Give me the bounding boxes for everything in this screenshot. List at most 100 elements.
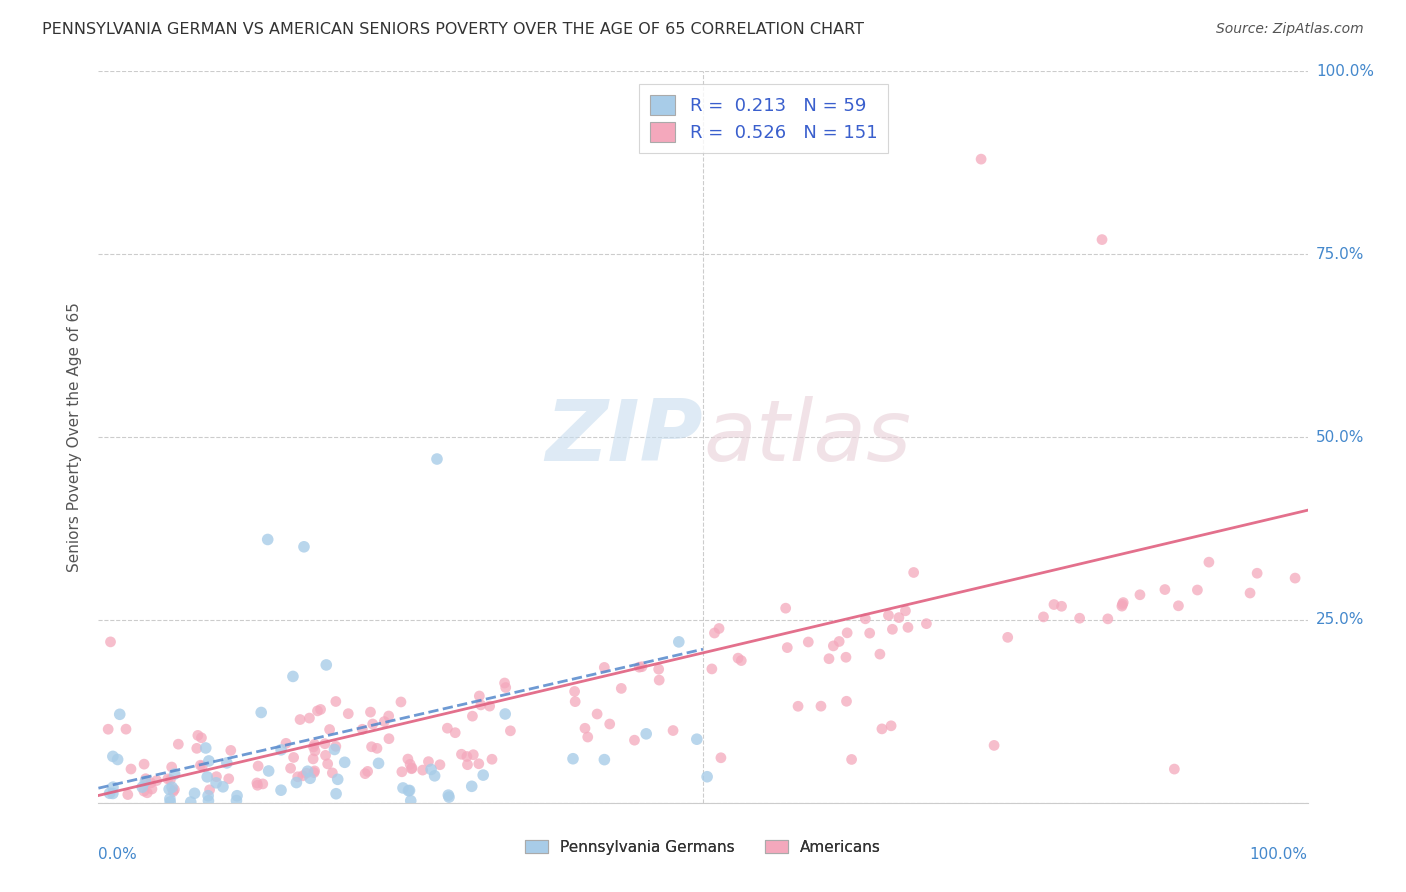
Point	[903, 566, 925, 580]
Point	[470, 698, 492, 712]
Point	[226, 789, 249, 803]
Point	[281, 669, 304, 683]
Point	[481, 752, 503, 766]
Point	[401, 761, 423, 775]
Point	[274, 736, 297, 750]
Point	[1069, 611, 1091, 625]
Point	[183, 786, 205, 800]
Point	[194, 741, 217, 756]
Point	[159, 795, 181, 809]
Point	[401, 762, 423, 776]
Text: atlas: atlas	[703, 395, 911, 479]
Point	[628, 660, 651, 674]
Point	[468, 756, 491, 771]
Point	[160, 760, 183, 774]
Point	[1246, 566, 1268, 581]
Point	[456, 757, 478, 772]
Point	[668, 635, 690, 649]
Point	[412, 763, 434, 777]
Point	[101, 780, 124, 794]
Point	[1167, 599, 1189, 613]
Point	[461, 780, 484, 794]
Point	[703, 626, 725, 640]
Point	[162, 784, 184, 798]
Point	[367, 756, 389, 771]
Point	[302, 739, 325, 754]
Point	[1111, 599, 1133, 614]
Point	[1050, 599, 1073, 614]
Point	[472, 768, 495, 782]
Point	[180, 795, 202, 809]
Point	[256, 533, 278, 547]
Point	[314, 737, 336, 751]
Point	[1154, 582, 1177, 597]
Point	[1032, 610, 1054, 624]
Point	[197, 794, 219, 808]
Point	[835, 650, 858, 665]
Point	[700, 662, 723, 676]
Point	[841, 752, 863, 766]
Point	[323, 742, 346, 756]
Point	[662, 723, 685, 738]
Point	[101, 787, 124, 801]
Point	[835, 694, 858, 708]
Point	[318, 723, 340, 737]
Point	[468, 689, 491, 703]
Point	[302, 765, 325, 780]
Point	[437, 788, 460, 802]
Text: 100.0%: 100.0%	[1250, 847, 1308, 862]
Point	[139, 776, 162, 790]
Point	[797, 635, 820, 649]
Point	[141, 782, 163, 797]
Point	[309, 702, 332, 716]
Point	[429, 757, 451, 772]
Point	[292, 540, 315, 554]
Point	[246, 778, 269, 792]
Legend: Pennsylvania Germans, Americans: Pennsylvania Germans, Americans	[519, 834, 887, 861]
Point	[426, 452, 449, 467]
Point	[631, 659, 654, 673]
Point	[252, 777, 274, 791]
Point	[707, 622, 730, 636]
Point	[280, 761, 302, 775]
Point	[776, 640, 799, 655]
Point	[291, 769, 314, 783]
Point	[136, 786, 159, 800]
Point	[270, 783, 292, 797]
Point	[315, 748, 337, 763]
Point	[186, 741, 208, 756]
Point	[352, 723, 374, 737]
Point	[398, 783, 420, 797]
Point	[360, 739, 382, 754]
Point	[456, 749, 478, 764]
Point	[399, 794, 422, 808]
Point	[423, 769, 446, 783]
Point	[970, 152, 993, 166]
Point	[326, 772, 349, 787]
Point	[160, 780, 183, 795]
Point	[337, 706, 360, 721]
Point	[636, 727, 658, 741]
Point	[499, 723, 522, 738]
Point	[187, 728, 209, 742]
Point	[877, 608, 900, 623]
Point	[283, 750, 305, 764]
Point	[897, 620, 920, 634]
Point	[593, 660, 616, 674]
Point	[869, 647, 891, 661]
Point	[564, 695, 586, 709]
Point	[915, 616, 938, 631]
Point	[198, 782, 221, 797]
Point	[117, 788, 139, 802]
Point	[132, 784, 155, 798]
Point	[696, 770, 718, 784]
Point	[997, 631, 1019, 645]
Point	[120, 762, 142, 776]
Point	[325, 694, 347, 708]
Point	[167, 737, 190, 751]
Point	[437, 790, 460, 805]
Point	[1111, 598, 1133, 612]
Point	[225, 794, 247, 808]
Point	[302, 752, 325, 766]
Text: 75.0%: 75.0%	[1316, 247, 1364, 261]
